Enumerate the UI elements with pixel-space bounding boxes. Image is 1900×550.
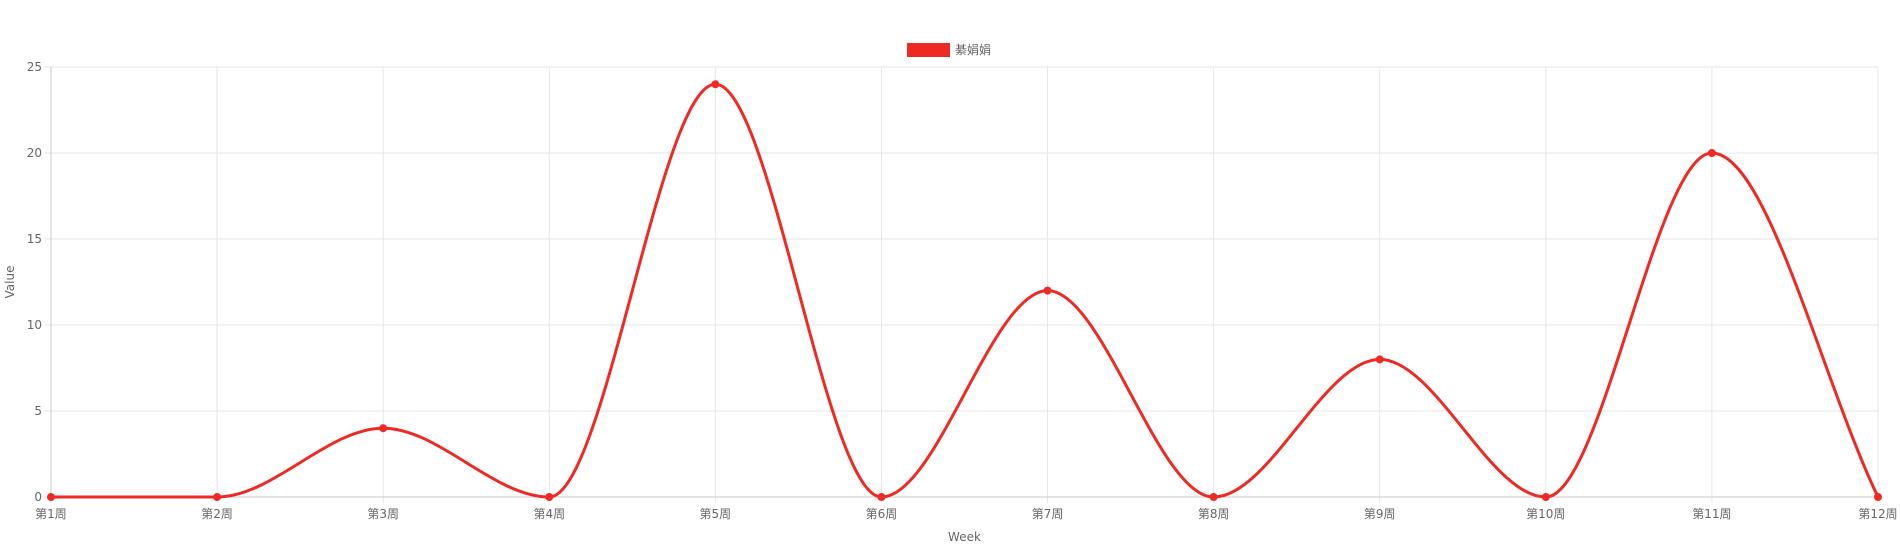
y-tick-label: 25 [27, 60, 42, 74]
x-tick-label: 第11周 [1692, 507, 1731, 521]
y-tick-label: 10 [27, 318, 42, 332]
data-point[interactable] [213, 493, 222, 501]
data-point[interactable] [1874, 493, 1882, 501]
x-tick-label: 第7周 [1032, 507, 1064, 521]
data-point[interactable] [877, 493, 886, 501]
x-tick-label: 第9周 [1364, 507, 1396, 521]
chart-grid [45, 66, 1879, 503]
data-point[interactable] [1375, 355, 1384, 364]
series-layer [47, 80, 1882, 501]
y-tick-label: 0 [34, 490, 42, 504]
x-tick-label: 第3周 [367, 507, 399, 521]
y-tick-label: 5 [34, 404, 42, 418]
chart-legend[interactable]: 綦娟娟 [907, 43, 991, 57]
x-tick-label: 第6周 [866, 507, 898, 521]
y-axis-ticks: 0 5 10 15 20 25 [27, 60, 42, 504]
data-point[interactable] [47, 493, 55, 501]
x-tick-label: 第2周 [201, 507, 233, 521]
legend-label: 綦娟娟 [955, 43, 991, 57]
series-line [51, 82, 1880, 499]
data-point[interactable] [1707, 149, 1716, 157]
x-tick-label: 第8周 [1198, 507, 1230, 521]
chart-axes [50, 67, 1878, 498]
y-axis-title: Value [3, 266, 17, 299]
x-axis-ticks: 第1周 第2周 第3周 第4周 第5周 第6周 第7周 第8周 第9周 第10周 第11周 第12周 [35, 507, 1897, 521]
legend-swatch [907, 43, 950, 57]
y-tick-label: 20 [27, 146, 42, 160]
data-point[interactable] [545, 493, 554, 501]
x-tick-label: 第12周 [1858, 507, 1897, 521]
data-point[interactable] [1541, 493, 1550, 501]
x-tick-label: 第5周 [700, 507, 732, 521]
x-axis-title: Week [948, 530, 981, 544]
data-point[interactable] [711, 80, 720, 89]
y-tick-label: 15 [27, 232, 42, 246]
data-point[interactable] [379, 424, 388, 433]
x-tick-label: 第4周 [533, 507, 565, 521]
data-point[interactable] [1043, 286, 1052, 295]
data-point[interactable] [1209, 493, 1218, 501]
x-tick-label: 第1周 [35, 507, 67, 521]
x-tick-label: 第10周 [1526, 507, 1565, 521]
